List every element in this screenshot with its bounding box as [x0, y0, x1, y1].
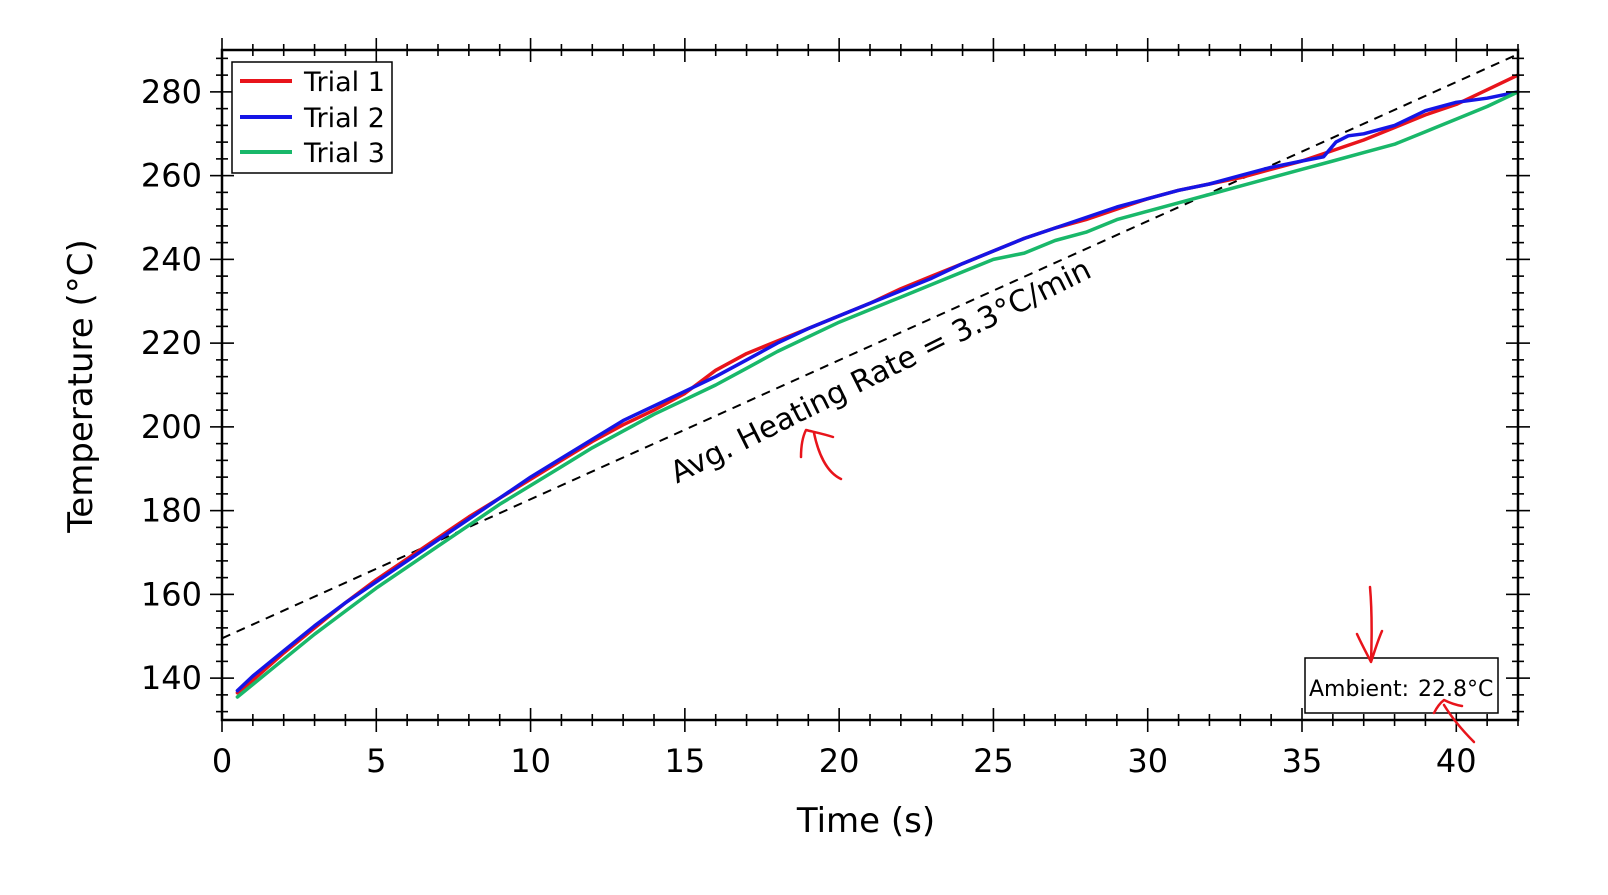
y-tick-labels: 140 160 180 200 220 240 260 280: [141, 73, 202, 697]
ambient-label: Ambient:: [1309, 677, 1409, 702]
red-markup: [799, 428, 1476, 744]
x-tick-label: 15: [664, 742, 705, 780]
series-line-trial-2: [235, 90, 1520, 693]
legend-label-trial-2: Trial 2: [303, 103, 385, 134]
x-tick-label: 30: [1127, 742, 1168, 780]
y-tick-label: 240: [141, 240, 202, 278]
legend: Trial 1 Trial 2 Trial 3: [231, 61, 393, 174]
y-tick-label: 180: [141, 492, 202, 530]
markup-arrow-heating-rate: [799, 428, 843, 481]
x-tick-label: 5: [366, 742, 386, 780]
legend-label-trial-3: Trial 3: [303, 138, 385, 169]
ambient-box: Ambient: 22.8°C: [1304, 657, 1499, 714]
y-tick-label: 260: [141, 157, 202, 195]
y-tick-label: 200: [141, 408, 202, 446]
heating-rate-annotation: Avg. Heating Rate = 3.3°C/min: [665, 252, 1097, 491]
reference-line: [221, 53, 1519, 640]
x-tick-labels: 0 5 10 15 20 25 30 35 40: [212, 742, 1477, 780]
markup-arrow-ambient-value: [1432, 698, 1476, 744]
axis-ticks: [210, 38, 1530, 732]
series-line-trial-3: [235, 90, 1520, 699]
x-tick-label: 10: [510, 742, 551, 780]
ambient-box-frame: [1304, 657, 1499, 714]
x-tick-label: 40: [1436, 742, 1477, 780]
x-axis-title: Time (s): [796, 801, 935, 841]
x-tick-label: 0: [212, 742, 232, 780]
y-tick-label: 220: [141, 324, 202, 362]
y-tick-label: 140: [141, 659, 202, 697]
x-tick-label: 35: [1282, 742, 1323, 780]
markup-arrow-ambient-down: [1355, 585, 1384, 664]
x-tick-label: 20: [819, 742, 860, 780]
reference-line-layer: [221, 53, 1519, 640]
x-tick-label: 25: [973, 742, 1014, 780]
y-tick-label: 280: [141, 73, 202, 111]
y-tick-label: 160: [141, 575, 202, 613]
ambient-value: 22.8°C: [1418, 677, 1493, 702]
series-layer: [235, 73, 1520, 699]
y-axis-title: Temperature (°C): [61, 239, 101, 533]
legend-label-trial-1: Trial 1: [303, 67, 385, 98]
